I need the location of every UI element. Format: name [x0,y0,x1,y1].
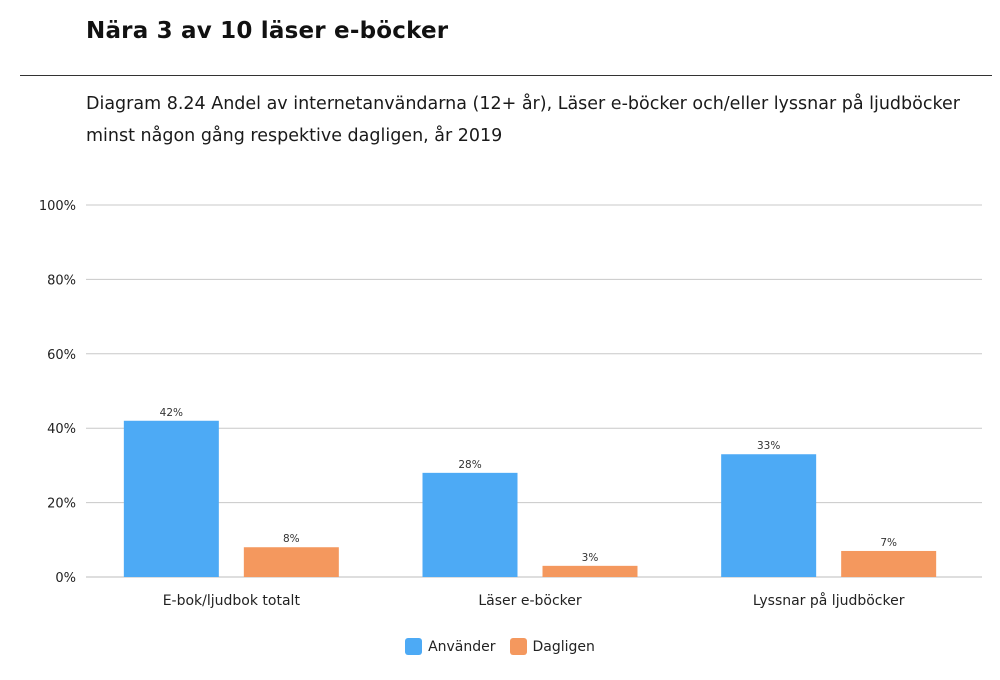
bar-anvander [123,420,219,577]
x-axis-categories: E-bok/ljudbok totalt Läser e-böcker Lyssna… [163,592,905,609]
legend-item-anvander: Använder [405,638,496,655]
legend-item-dagligen: Dagligen [509,638,595,655]
bar-dagligen [243,547,339,577]
bar-anvander [721,454,817,577]
data-label: 42% [160,407,183,419]
legend-swatch-dagligen [509,638,527,655]
data-label: 7% [880,537,897,549]
data-label: 8% [283,533,300,545]
y-axis-ticks: 0% 20% 40% 60% 80% 100% [39,199,76,586]
bars [123,420,937,577]
chart-legend: Använder Dagligen [0,638,1000,655]
data-label: 28% [458,459,481,471]
chart-heading: Nära 3 av 10 läser e-böcker [86,18,449,44]
y-tick-label: 60% [47,348,76,363]
bar-anvander [422,472,518,577]
legend-label-anvander: Använder [428,638,496,655]
data-label: 33% [757,440,780,452]
x-category-label: Läser e-böcker [478,593,582,609]
bar-dagligen [841,550,937,577]
bar-dagligen [542,565,638,577]
legend-label-dagligen: Dagligen [532,638,595,655]
data-label: 3% [582,552,599,564]
chart-caption: Diagram 8.24 Andel av internetanvändarna… [86,94,960,146]
y-tick-label: 0% [55,571,76,586]
gridlines [86,204,982,578]
legend-swatch-anvander [405,638,423,655]
y-tick-label: 20% [47,497,76,512]
x-category-label: E-bok/ljudbok totalt [163,593,301,609]
y-tick-label: 100% [39,199,76,214]
x-category-label: Lyssnar på ljudböcker [753,592,905,609]
heading-divider [20,75,992,76]
y-tick-label: 40% [47,422,76,437]
y-tick-label: 80% [47,273,76,288]
data-labels: 42% 8% 28% 3% 33% 7% [160,407,897,564]
